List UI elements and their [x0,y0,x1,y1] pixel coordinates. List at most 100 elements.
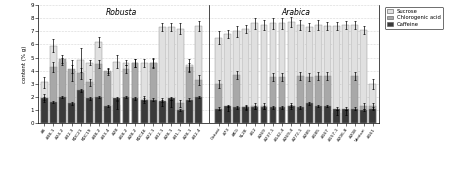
Bar [251,107,258,123]
Bar [224,109,231,123]
Bar [360,110,367,123]
Bar [159,101,166,123]
Bar [270,23,276,123]
Bar [242,29,249,123]
Bar [86,82,93,123]
Bar [150,100,156,123]
Bar [95,64,102,123]
Bar [297,107,304,123]
Bar [215,38,222,123]
Bar [150,63,156,123]
Bar [195,26,202,123]
Bar [261,107,267,123]
Bar [242,107,249,123]
Bar [242,107,249,123]
Bar [215,84,222,123]
Bar [41,98,48,123]
Bar [251,23,258,123]
Bar [86,98,93,123]
Bar [168,103,175,123]
Bar [59,59,66,123]
Bar [369,84,376,123]
Bar [297,25,304,123]
Bar [68,71,75,123]
Bar [342,25,349,123]
Bar [77,60,84,123]
Bar [132,63,138,123]
Bar [333,26,340,123]
Bar [113,62,120,123]
Bar [270,77,276,123]
Bar [195,97,202,123]
Bar [132,98,138,123]
Bar [279,23,285,123]
Bar [50,67,57,123]
Bar [86,63,93,123]
Bar [360,106,367,123]
Bar [59,62,66,123]
Bar [104,71,111,123]
Bar [369,106,376,123]
Bar [195,80,202,123]
Bar [141,63,147,123]
Bar [306,77,313,123]
Bar [77,90,84,123]
Bar [333,109,340,123]
Bar [342,113,349,123]
Bar [233,75,240,123]
Bar [306,27,313,123]
Bar [95,42,102,123]
Bar [215,109,222,123]
Bar [177,29,184,123]
Bar [360,30,367,123]
Bar [141,100,147,123]
Bar [333,113,340,123]
Bar [159,27,166,123]
Bar [288,106,294,123]
Bar [41,82,48,123]
Bar [288,106,294,123]
Text: Robusta: Robusta [106,8,137,17]
Bar [270,107,276,123]
Bar [315,76,322,123]
Bar [123,69,129,123]
Bar [306,103,313,123]
Bar [186,100,193,123]
Bar [369,109,376,123]
Bar [324,106,331,123]
Bar [279,77,285,123]
Bar [50,102,57,123]
Bar [113,98,120,123]
Bar [141,100,147,123]
Bar [324,26,331,123]
Bar [261,25,267,123]
Bar [324,76,331,123]
Bar [68,69,75,123]
Bar [351,25,358,123]
Bar [224,106,231,123]
Bar [68,103,75,123]
Bar [159,102,166,123]
Bar [315,106,322,123]
Bar [186,67,193,123]
Bar [342,109,349,123]
Bar [59,97,66,123]
Bar [233,31,240,123]
Bar [186,65,193,123]
Bar [261,106,267,123]
Bar [168,98,175,123]
Bar [132,63,138,123]
Bar [351,76,358,123]
Bar [77,73,84,123]
Bar [50,46,57,123]
Bar [224,34,231,123]
Y-axis label: content (% g): content (% g) [22,45,27,83]
Bar [123,63,129,123]
Text: Arabica: Arabica [281,8,310,17]
Bar [177,110,184,123]
Bar [288,22,294,123]
Bar [279,107,285,123]
Bar [351,109,358,123]
Legend: Sucrose, Chlorogenic acid, Caffeine: Sucrose, Chlorogenic acid, Caffeine [385,7,443,29]
Bar [41,98,48,123]
